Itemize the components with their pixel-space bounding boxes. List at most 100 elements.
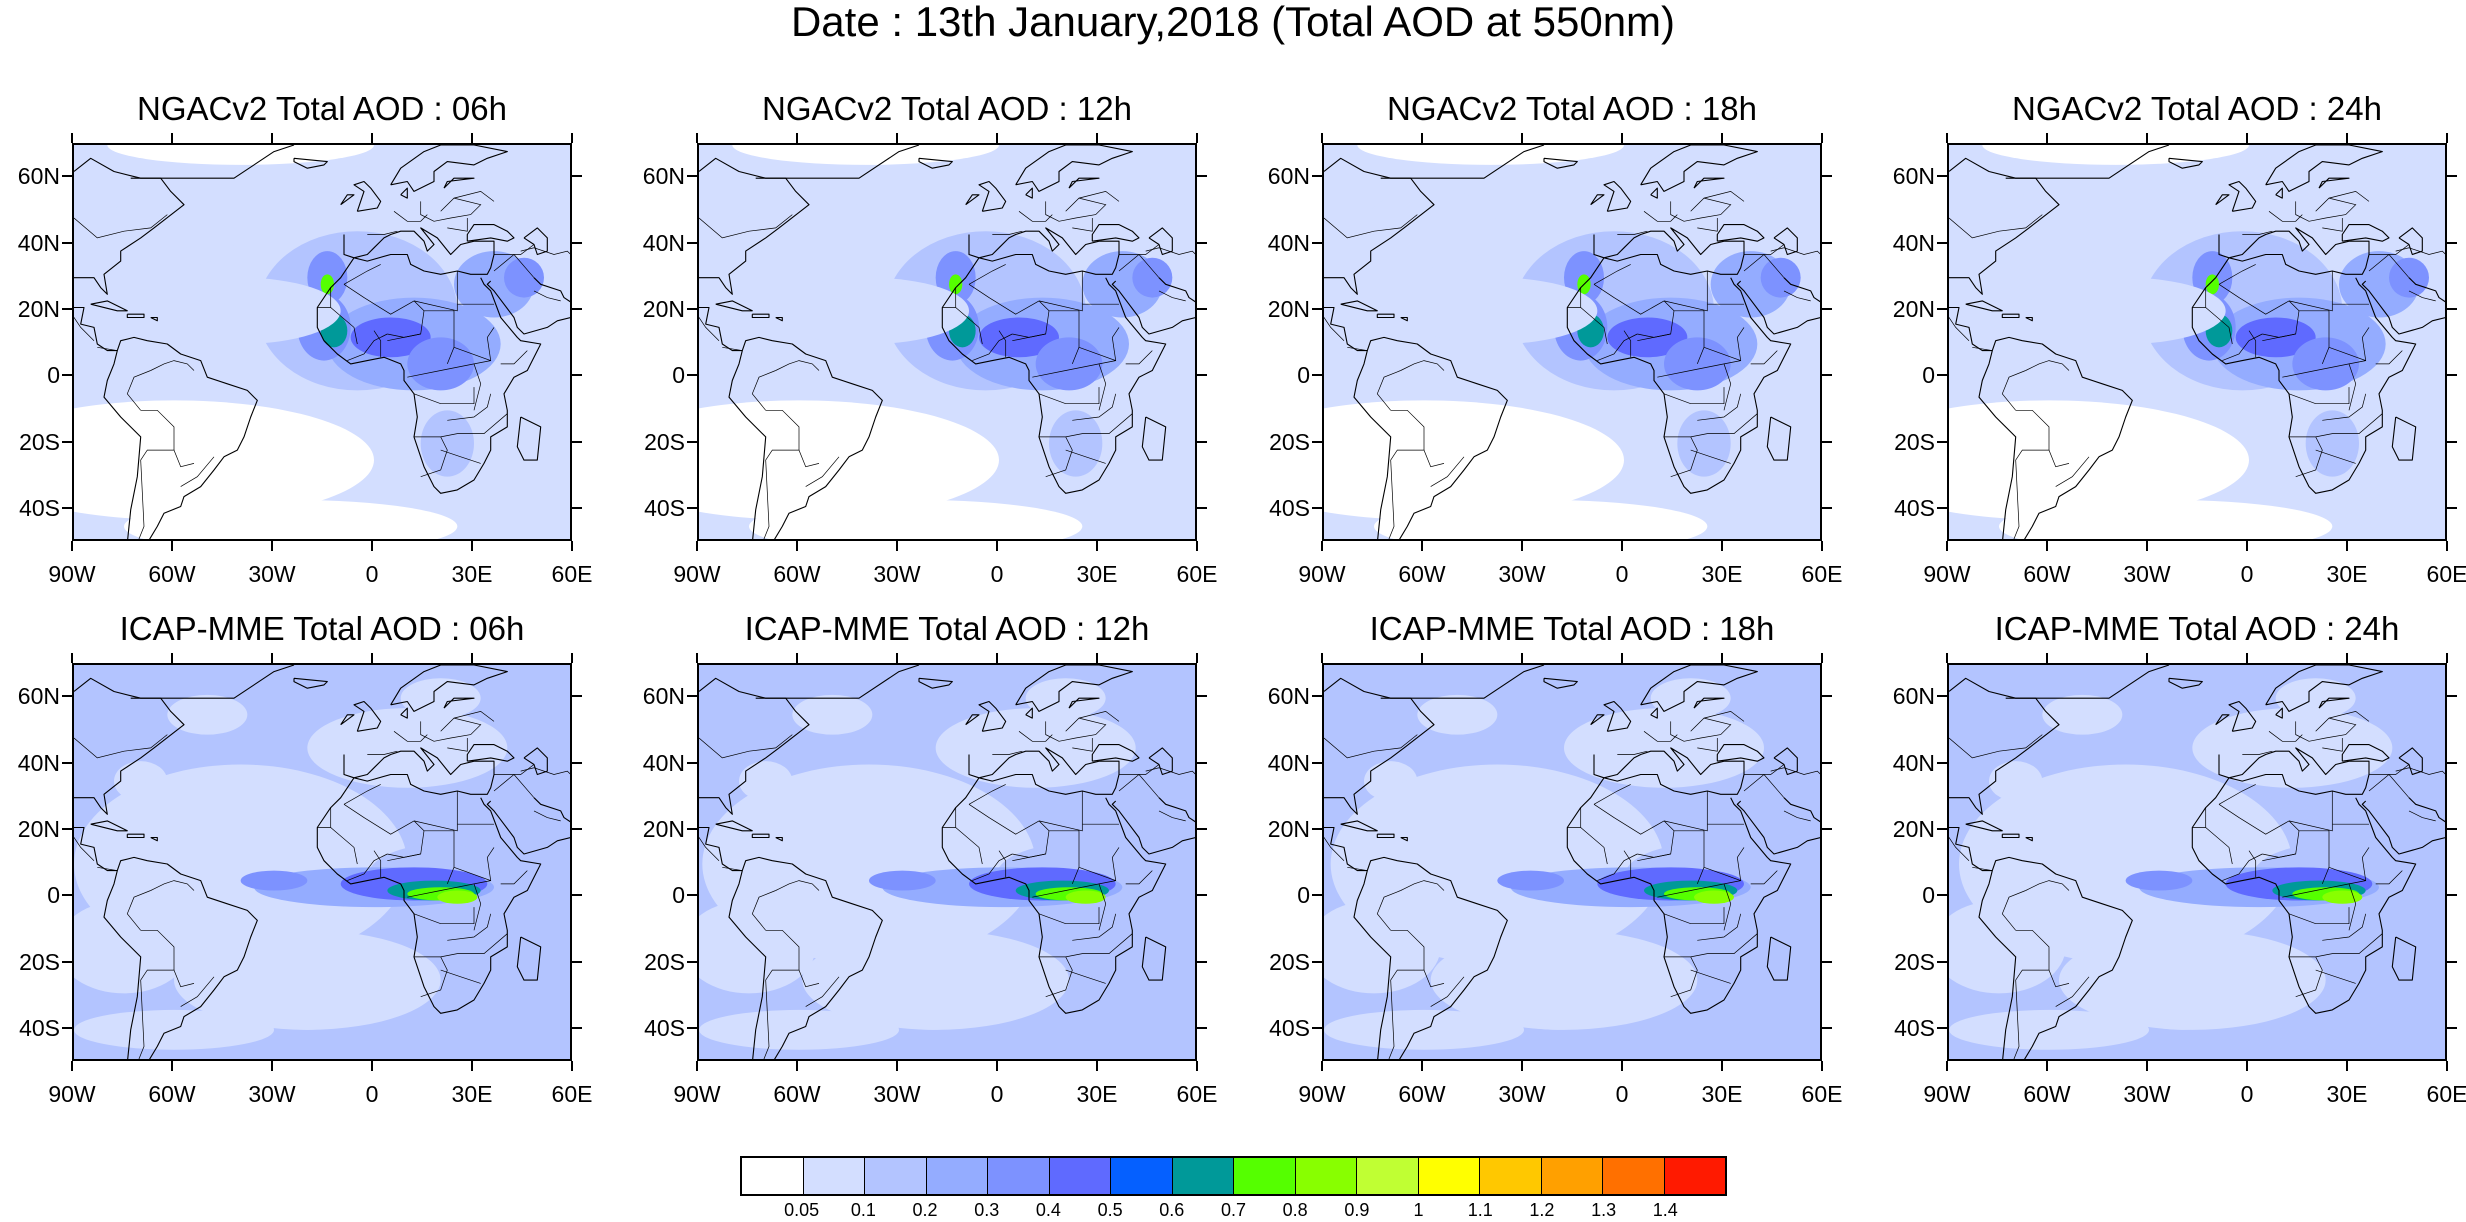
lon-tick-label: 60E [551, 561, 593, 587]
lon-tick-mark [896, 541, 898, 551]
lon-tick-mark [896, 653, 898, 663]
lat-tick-mark [687, 307, 697, 310]
country-border [2055, 976, 2090, 1007]
coastline [1640, 665, 1758, 712]
aod-plume [407, 337, 474, 391]
lon-tick-mark [1821, 541, 1823, 551]
lon-tick-mark [71, 1061, 73, 1071]
lon-tick-mark [171, 1061, 173, 1071]
coastline [1566, 747, 1792, 1014]
colorbar-cell [742, 1158, 804, 1194]
lat-tick-mark [1312, 374, 1322, 377]
country-border [2295, 197, 2357, 222]
country-border [763, 449, 820, 539]
coastline [1965, 820, 2003, 832]
country-border [1783, 290, 1811, 302]
coastline [699, 306, 883, 539]
country-border [1670, 197, 1732, 222]
coastline [2005, 145, 2170, 179]
colorbar-cell [1172, 1158, 1234, 1194]
country-border [453, 327, 495, 362]
aod-plume [2125, 870, 2193, 891]
coastline [1716, 224, 1765, 242]
country-borders [1324, 191, 1820, 539]
coastline [978, 700, 1007, 732]
coastline [400, 187, 408, 199]
country-border [1072, 913, 1117, 941]
lat-tick-label: 40N [1267, 229, 1310, 256]
country-border [2218, 284, 2290, 315]
country-border [494, 244, 535, 255]
lon-tick-mark [996, 541, 998, 551]
aod-plume [1694, 890, 1734, 904]
coastline [1693, 697, 1725, 709]
lon-tick-mark [471, 1061, 473, 1071]
country-border [1744, 244, 1785, 255]
coastline [2391, 936, 2417, 981]
country-border [1663, 387, 1725, 405]
lat-tick-mark [1937, 695, 1947, 698]
lon-tick-label: 30W [248, 1081, 296, 1107]
lon-tick-label: 30W [1498, 561, 1546, 587]
lon-tick-mark [1421, 1061, 1423, 1071]
coastline [755, 145, 920, 179]
aod-low-region [1417, 694, 1498, 735]
lat-tick-mark [62, 374, 72, 377]
coastline [1716, 744, 1765, 762]
lon-tick-label: 0 [1615, 561, 1629, 587]
coastline [443, 177, 475, 189]
country-border [2205, 827, 2233, 865]
coastline [1068, 177, 1100, 189]
coastline [2318, 697, 2350, 709]
lat-tick-label: 20N [642, 815, 685, 842]
country-border [2348, 363, 2357, 411]
country-borders [699, 711, 1195, 1059]
lat-tick-mark [62, 894, 72, 897]
lon-tick-mark [1521, 541, 1523, 551]
lat-tick-mark [2447, 960, 2457, 963]
country-border [74, 317, 95, 341]
colorbar-cell [1295, 1158, 1357, 1194]
lon-tick-mark [2046, 1061, 2048, 1071]
country-border [414, 933, 508, 958]
country-border [1597, 333, 1638, 361]
lat-tick-mark [687, 506, 697, 509]
country-border [1663, 300, 1708, 312]
lon-tick-mark [2446, 133, 2448, 143]
coastline [965, 194, 980, 206]
coastline [1353, 350, 1392, 539]
coastline [126, 313, 145, 319]
lon-tick-label: 60E [1176, 1081, 1218, 1107]
colorbar-label: 0.9 [1344, 1200, 1370, 1220]
aod-plume [74, 764, 408, 964]
lon-tick-mark [2346, 541, 2348, 551]
coastline [293, 157, 328, 169]
country-border [453, 847, 495, 882]
coastlines [699, 145, 1195, 539]
coastline [316, 747, 542, 1014]
country-border [1049, 830, 1080, 885]
lon-tick-mark [1821, 1061, 1823, 1071]
aod-low-region [74, 400, 374, 520]
coastline [2341, 744, 2390, 762]
lon-tick-mark [471, 653, 473, 663]
lon-tick-mark [996, 1061, 998, 1071]
country-border [775, 360, 820, 371]
coastline [1949, 157, 2060, 295]
coastline [1340, 300, 1378, 312]
lat-tick-label: 60N [17, 683, 60, 710]
coastline [516, 936, 542, 981]
aod-plume [702, 764, 1036, 964]
colorbar-cell [865, 1158, 927, 1194]
colorbar-label: 1.3 [1591, 1200, 1617, 1220]
coastline [978, 180, 1007, 212]
coastline [1091, 224, 1140, 242]
lat-tick-mark [1197, 695, 1207, 698]
lat-tick-mark [1312, 175, 1322, 178]
country-border [150, 360, 195, 371]
lon-tick-label: 0 [2240, 561, 2254, 587]
lat-tick-mark [572, 1026, 582, 1029]
coastline [353, 180, 382, 212]
country-border [1388, 969, 1445, 1059]
country-border [1703, 327, 1745, 362]
